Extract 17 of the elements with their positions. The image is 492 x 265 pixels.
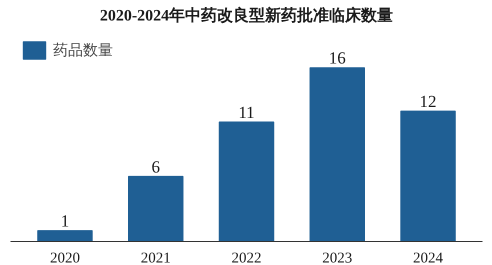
bar bbox=[310, 67, 365, 242]
bar bbox=[218, 122, 274, 242]
bar bbox=[128, 176, 184, 242]
x-tick-label: 2024 bbox=[413, 250, 444, 265]
bar bbox=[37, 230, 93, 242]
data-label: 1 bbox=[60, 212, 70, 231]
legend-label: 药品数量 bbox=[53, 42, 113, 60]
bar bbox=[400, 110, 456, 242]
x-tick-label: 2021 bbox=[140, 250, 171, 265]
data-label: 16 bbox=[328, 48, 346, 68]
data-label: 6 bbox=[151, 157, 160, 176]
data-label: 11 bbox=[238, 103, 255, 122]
x-tick-label: 2023 bbox=[322, 250, 352, 265]
data-label: 12 bbox=[420, 92, 437, 112]
x-tick-label: 2020 bbox=[50, 250, 80, 265]
x-tick-label: 2022 bbox=[232, 250, 262, 265]
chart-title: 2020-2024年中药改良型新药批准临床数量 bbox=[100, 6, 394, 24]
